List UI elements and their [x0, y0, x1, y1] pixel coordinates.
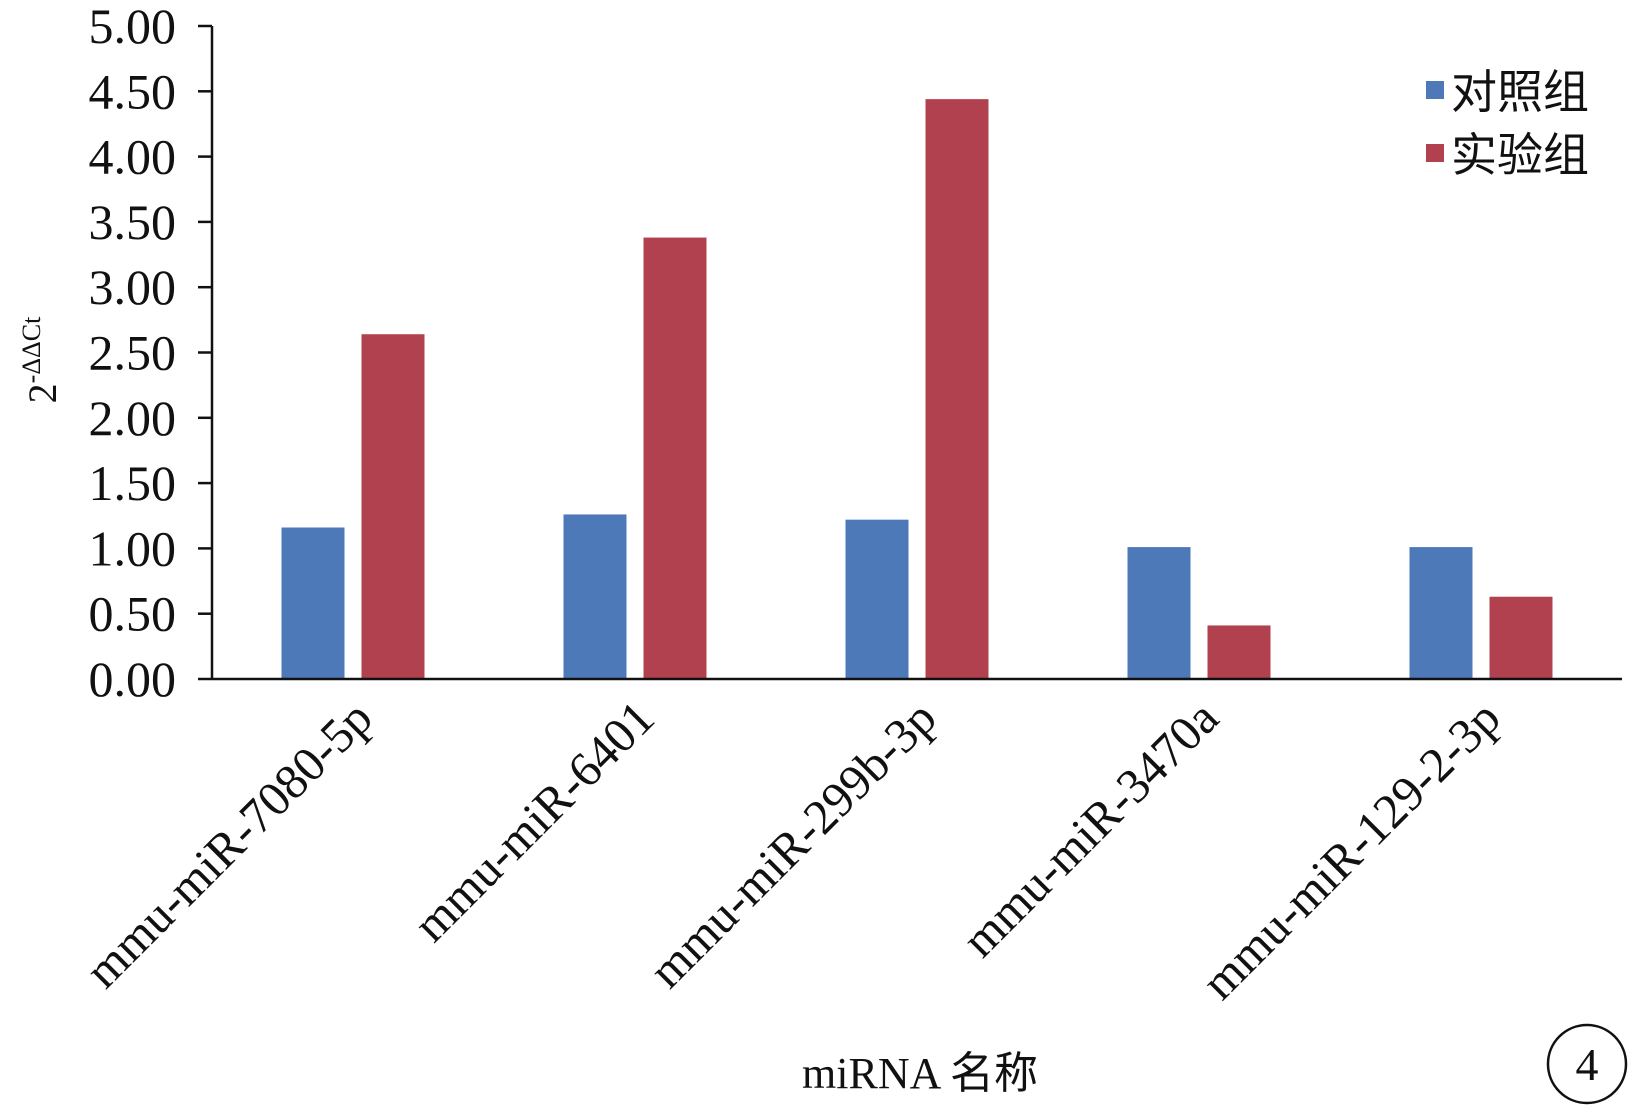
bar-experiment-2 — [925, 99, 989, 680]
bar-control-4 — [1409, 547, 1473, 679]
bar-control-1 — [563, 514, 627, 679]
legend: 对照组 实验组 — [1426, 67, 1589, 181]
y-axis-title: 2-ΔΔCt — [17, 316, 65, 403]
category-labels: mmu-miR-7080-5p mmu-miR-6401mmu-miR-299b-… — [74, 690, 1510, 1010]
y-tick-label-3: 1.50 — [89, 455, 177, 511]
legend-label-control: 对照组 — [1451, 67, 1589, 118]
bar-experiment-4 — [1489, 596, 1553, 679]
x-category-label-4: mmu-miR-129-2-3p — [1191, 690, 1511, 1010]
bar-control-3 — [1127, 547, 1191, 679]
y-axis-title-superscript: -ΔΔCt — [17, 316, 46, 383]
x-category-label-2: mmu-miR-299b-3p — [638, 690, 946, 998]
x-category-label-1: mmu-miR-6401 — [403, 690, 665, 952]
bar-control-0 — [281, 527, 345, 679]
y-tick-label-6: 3.00 — [89, 259, 177, 315]
legend-swatch-experiment — [1426, 144, 1444, 162]
y-axis-title-base: 2 — [20, 383, 65, 403]
bar-experiment-0 — [361, 334, 425, 679]
y-tick-label-0: 0.00 — [89, 651, 177, 707]
legend-label-experiment: 实验组 — [1451, 130, 1589, 181]
y-tick-label-9: 4.50 — [89, 63, 177, 119]
panel-label-circle — [1546, 1023, 1628, 1105]
y-axis-ticks: 0.00 0.50 1.00 1.50 2.00 2.50 3.00 3.50 4.00 4.50… — [89, 0, 212, 707]
y-tick-label-8: 4.00 — [89, 129, 177, 185]
bar-experiment-1 — [643, 237, 707, 679]
x-axis-title: miRNA 名称 — [802, 1049, 1038, 1098]
bar-control-2 — [845, 519, 909, 679]
y-tick-label-4: 2.00 — [89, 390, 177, 446]
y-tick-label-7: 3.50 — [89, 194, 177, 250]
x-category-label-0: mmu-miR-7080-5p — [74, 690, 382, 998]
bar-experiment-3 — [1207, 625, 1271, 679]
y-tick-label-5: 2.50 — [89, 325, 177, 381]
bars — [281, 99, 1553, 680]
x-category-label-3: mmu-miR-3470a — [951, 690, 1229, 968]
legend-swatch-control — [1426, 81, 1444, 99]
y-tick-label-1: 0.50 — [89, 586, 177, 642]
y-tick-label-2: 1.00 — [89, 520, 177, 576]
panel-label: 4 — [1576, 1039, 1599, 1090]
y-tick-label-10: 5.00 — [89, 0, 177, 54]
